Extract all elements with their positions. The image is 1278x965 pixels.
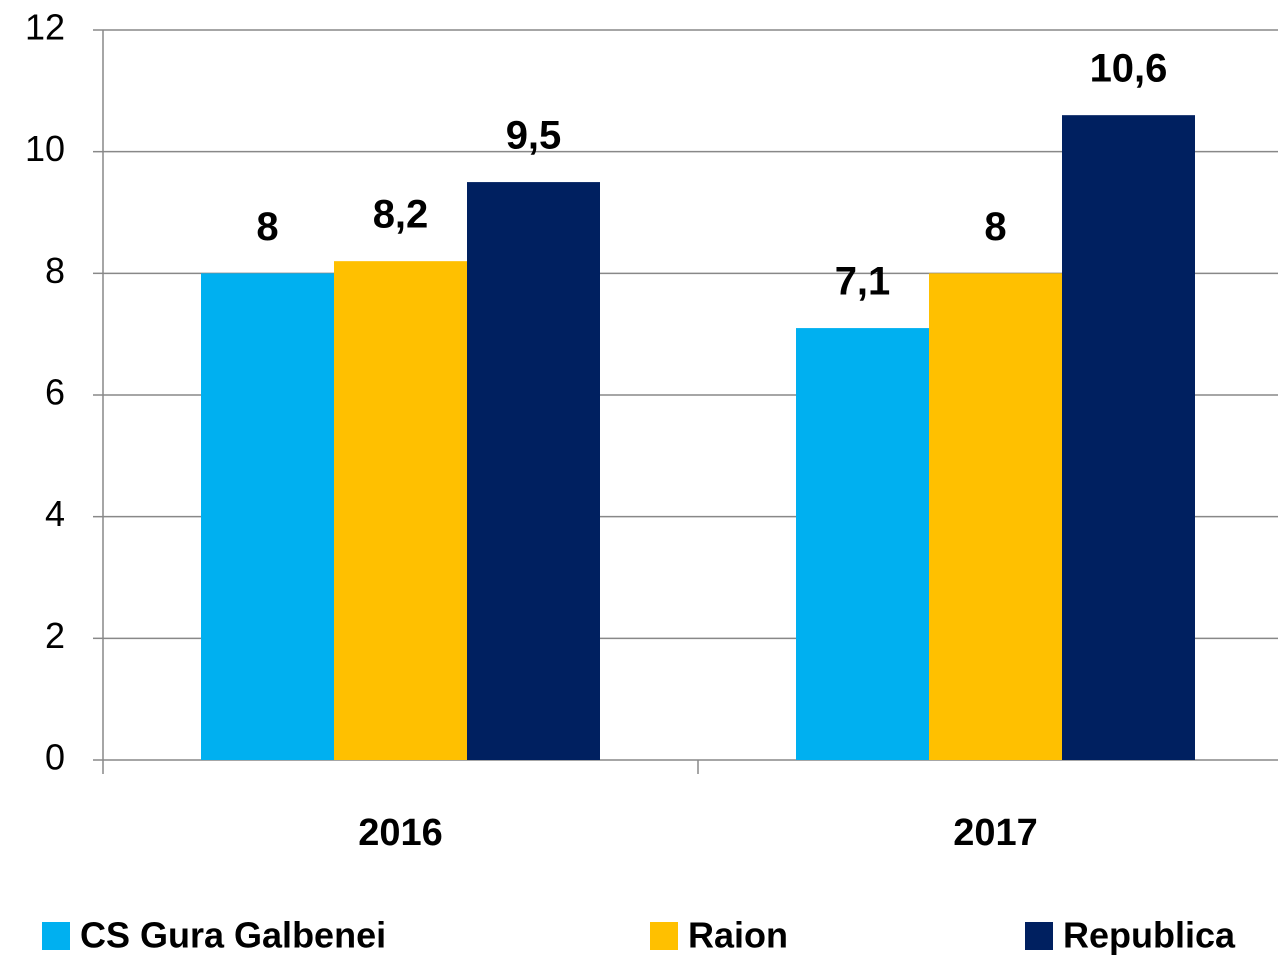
y-tick-label: 0 xyxy=(45,737,65,778)
value-label: 8 xyxy=(984,205,1006,249)
y-tick-label: 4 xyxy=(45,493,65,534)
value-label: 7,1 xyxy=(835,260,891,304)
legend-label: CS Gura Galbenei xyxy=(80,915,386,956)
y-tick-label: 12 xyxy=(25,7,65,48)
y-tick-label: 2 xyxy=(45,615,65,656)
x-tick-label: 2017 xyxy=(953,812,1038,854)
x-tick-label: 2016 xyxy=(358,812,443,854)
bar xyxy=(201,273,334,760)
value-label: 9,5 xyxy=(506,114,562,158)
legend-swatch xyxy=(42,922,70,950)
legend-swatch xyxy=(650,922,678,950)
bar xyxy=(796,328,929,760)
legend-label: Republica xyxy=(1063,915,1236,956)
bar xyxy=(929,273,1062,760)
y-tick-label: 10 xyxy=(25,128,65,169)
value-label: 10,6 xyxy=(1090,47,1168,91)
legend-swatch xyxy=(1025,922,1053,950)
bar xyxy=(1062,115,1195,760)
y-tick-label: 8 xyxy=(45,250,65,291)
value-label: 8 xyxy=(256,205,278,249)
value-label: 8,2 xyxy=(373,193,429,237)
bar xyxy=(334,261,467,760)
y-tick-label: 6 xyxy=(45,372,65,413)
legend-label: Raion xyxy=(688,915,788,956)
bar xyxy=(467,182,600,761)
